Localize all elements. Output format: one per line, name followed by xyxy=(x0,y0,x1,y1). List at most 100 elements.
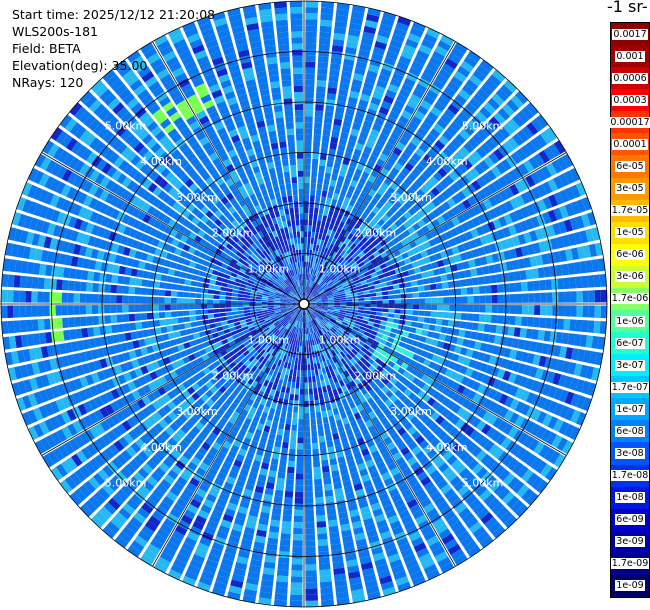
ray-gate-cell xyxy=(328,210,334,218)
ray-gate-cell xyxy=(274,409,281,417)
ray-gate-cell xyxy=(321,141,329,149)
ray-gate-cell xyxy=(483,156,495,168)
ray-gate-cell xyxy=(410,280,418,287)
ray-gate-cell xyxy=(345,308,353,312)
ray-gate-cell xyxy=(564,407,575,421)
ray-gate-cell xyxy=(389,78,402,88)
ray-gate-cell xyxy=(346,336,353,342)
ray-gate-cell xyxy=(380,231,389,239)
ray-gate-cell xyxy=(466,287,474,295)
ray-gate-cell xyxy=(397,16,412,27)
ray-gate-cell xyxy=(351,79,363,88)
ray-gate-cell xyxy=(451,381,461,392)
ray-gate-cell xyxy=(278,422,285,430)
ray-gate-cell xyxy=(441,282,449,289)
ray-gate-cell xyxy=(305,116,313,123)
ray-gate-cell xyxy=(581,213,591,228)
ray-gate-cell xyxy=(440,274,448,282)
ray-gate-cell xyxy=(304,425,310,432)
ray-gate-cell xyxy=(358,350,365,357)
ray-gate-cell xyxy=(291,570,303,577)
ray-gate-cell xyxy=(503,294,510,303)
ray-gate-cell xyxy=(537,329,545,341)
ray-gate-cell xyxy=(403,325,411,332)
ray-gate-cell xyxy=(329,250,334,257)
ray-gate-cell xyxy=(379,263,387,270)
ray-gate-cell xyxy=(502,423,514,435)
ray-gate-cell xyxy=(371,239,379,247)
ray-gate-cell xyxy=(438,333,447,341)
ray-gate-cell xyxy=(309,394,314,401)
ray-gate-cell xyxy=(471,180,482,191)
ray-gate-cell xyxy=(552,305,559,316)
ray-gate-cell xyxy=(437,96,449,108)
ray-gate-cell xyxy=(216,326,224,332)
ray-gate-cell xyxy=(332,225,339,232)
ray-gate-cell xyxy=(333,296,340,300)
ray-gate-cell xyxy=(283,503,293,510)
ray-gate-cell xyxy=(351,274,358,279)
ray-gate-cell xyxy=(304,291,306,298)
ray-gate-cell xyxy=(563,376,573,389)
ray-gate-cell xyxy=(330,57,342,65)
ray-gate-cell xyxy=(428,277,436,284)
ray-gate-cell xyxy=(594,242,603,256)
ray-gate-cell xyxy=(358,301,365,304)
ray-gate-cell xyxy=(346,306,353,309)
ray-gate-cell xyxy=(450,415,461,426)
ray-gate-cell xyxy=(332,260,339,267)
ray-gate-cell xyxy=(390,214,399,223)
ray-gate-cell xyxy=(304,479,313,486)
ray-gate-cell xyxy=(479,436,490,448)
ray-gate-cell xyxy=(482,333,490,343)
ray-gate-cell xyxy=(477,352,486,362)
ray-gate-cell xyxy=(305,491,314,498)
ray-gate-cell xyxy=(461,296,468,304)
ray-gate-cell xyxy=(502,370,512,382)
ray-gate-cell xyxy=(515,148,527,161)
ray-gate-cell xyxy=(308,307,314,312)
ray-gate-cell xyxy=(336,2,350,11)
ray-gate-cell xyxy=(305,7,318,14)
ray-gate-cell xyxy=(325,495,335,503)
ray-gate-cell xyxy=(329,142,338,150)
ray-gate-cell xyxy=(357,294,365,298)
ray-gate-cell xyxy=(281,521,292,528)
ray-gate-cell xyxy=(363,207,372,216)
ray-gate-cell xyxy=(479,295,486,304)
ray-gate-cell xyxy=(337,329,344,335)
ray-gate-cell xyxy=(308,287,312,293)
ray-gate-cell xyxy=(387,45,401,55)
ray-gate-cell xyxy=(322,301,329,303)
ray-gate-cell xyxy=(564,291,571,303)
ray-gate-cell xyxy=(68,280,75,291)
ray-gate-cell xyxy=(305,25,318,32)
ray-gate-cell xyxy=(450,264,458,272)
ray-gate-cell xyxy=(335,156,343,164)
ray-gate-cell xyxy=(328,304,335,306)
ray-gate-cell xyxy=(284,374,289,381)
ray-gate-cell xyxy=(62,317,69,329)
ray-gate-cell xyxy=(355,352,363,360)
ray-gate-cell xyxy=(311,262,315,269)
ray-gate-cell xyxy=(350,287,357,292)
ray-gate-cell xyxy=(170,304,177,311)
ray-gate-cell xyxy=(366,70,378,79)
ray-gate-cell xyxy=(498,393,509,405)
ray-gate-cell xyxy=(341,202,348,210)
ray-gate-cell xyxy=(370,129,380,138)
ray-gate-cell xyxy=(190,280,198,287)
ray-gate-cell xyxy=(369,289,376,294)
ray-gate-cell xyxy=(315,503,325,510)
ray-gate-cell xyxy=(305,31,317,38)
ray-gate-cell xyxy=(305,267,308,274)
ray-gate-cell xyxy=(539,317,546,329)
ray-gate-cell xyxy=(333,310,340,314)
ray-gate-cell xyxy=(555,331,563,344)
ray-gate-cell xyxy=(467,50,481,63)
ray-gate-cell xyxy=(237,310,245,315)
ray-gate-cell xyxy=(328,75,339,83)
ray-gate-cell xyxy=(344,328,352,334)
ray-gate-cell xyxy=(231,311,239,315)
ray-gate-cell xyxy=(405,287,413,293)
